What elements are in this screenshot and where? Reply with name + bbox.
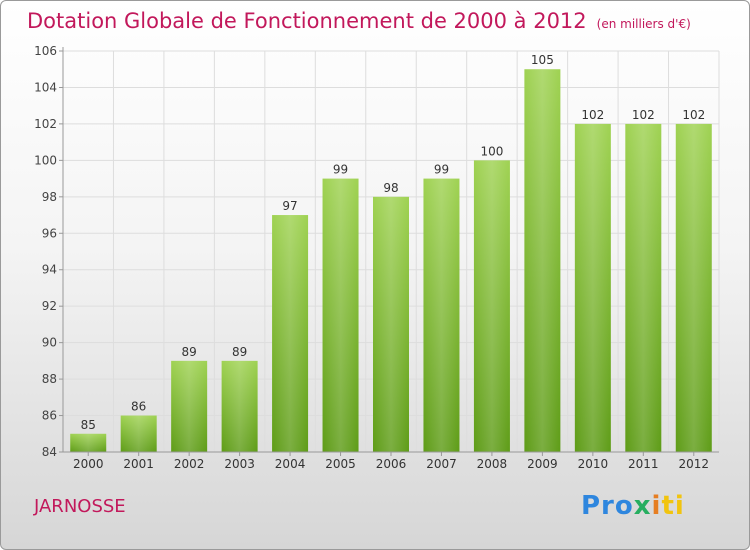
x-tick-label: 2009 xyxy=(527,457,558,471)
logo-part-2: x xyxy=(633,491,652,521)
data-label: 85 xyxy=(81,418,96,432)
bar-shine xyxy=(675,123,712,452)
data-label: 86 xyxy=(131,400,146,414)
data-labels: 85 86 89 89 97 99 98 99 100 105 102 102 102 xyxy=(81,53,706,432)
y-tick-label: 92 xyxy=(42,299,57,313)
x-tick-label: 2002 xyxy=(174,457,205,471)
bar-shine xyxy=(423,178,460,452)
bar-shine xyxy=(473,160,510,452)
commune-name: JARNOSSE xyxy=(34,496,126,517)
data-label: 97 xyxy=(282,199,297,213)
axes: 84 86 88 90 92 94 96 98 100 102 104 106 2000 2001 2002… xyxy=(34,44,719,471)
bar-shine xyxy=(70,433,107,452)
bar-shine xyxy=(171,360,208,452)
bar-shine xyxy=(272,215,309,452)
y-tick-label: 98 xyxy=(42,190,57,204)
data-label: 99 xyxy=(333,163,348,177)
y-tick-label: 104 xyxy=(34,80,57,94)
x-tick-label: 2007 xyxy=(426,457,457,471)
y-tick-label: 90 xyxy=(42,336,57,350)
proxiti-logo: Proxiti xyxy=(581,491,685,521)
chart-title: Dotation Globale de Fonctionnement de 20… xyxy=(27,9,691,33)
x-tick-label: 2005 xyxy=(325,457,356,471)
data-label: 102 xyxy=(632,108,655,122)
x-tick-label: 2010 xyxy=(578,457,609,471)
y-tick-label: 106 xyxy=(34,44,57,58)
bar-shine xyxy=(524,69,561,453)
data-label: 102 xyxy=(581,108,604,122)
x-tick-label: 2004 xyxy=(275,457,306,471)
data-label: 89 xyxy=(232,345,247,359)
y-tick-label: 94 xyxy=(42,263,57,277)
x-tick-label: 2011 xyxy=(628,457,659,471)
x-tick-label: 2008 xyxy=(477,457,508,471)
bars xyxy=(70,69,712,453)
y-tick-label: 100 xyxy=(34,153,57,167)
data-label: 99 xyxy=(434,163,449,177)
bar-shine xyxy=(221,360,258,452)
y-tick-label: 102 xyxy=(34,117,57,131)
bar-shine xyxy=(322,178,359,452)
x-tick-label: 2006 xyxy=(376,457,407,471)
bar-shine xyxy=(574,123,611,452)
y-tick-label: 96 xyxy=(42,226,57,240)
data-label: 102 xyxy=(682,108,705,122)
data-label: 105 xyxy=(531,53,554,67)
bar-shine xyxy=(625,123,662,452)
chart-title-text: Dotation Globale de Fonctionnement de 20… xyxy=(27,9,587,33)
data-label: 100 xyxy=(480,144,503,158)
y-tick-label: 88 xyxy=(42,372,57,386)
x-tick-label: 2001 xyxy=(123,457,154,471)
logo-part-3: i xyxy=(651,491,662,521)
data-label: 98 xyxy=(383,181,398,195)
bar-shine xyxy=(120,415,157,452)
y-tick-label: 86 xyxy=(42,409,57,423)
chart-unit: (en milliers d'€) xyxy=(596,17,691,31)
logo-part-1: Pro xyxy=(581,491,634,521)
x-tick-label: 2000 xyxy=(73,457,104,471)
data-label: 89 xyxy=(182,345,197,359)
bar-shine xyxy=(373,196,409,452)
y-tick-label: 84 xyxy=(42,445,57,459)
logo-part-4: ti xyxy=(661,491,685,521)
x-tick-label: 2012 xyxy=(678,457,709,471)
x-tick-label: 2003 xyxy=(224,457,255,471)
